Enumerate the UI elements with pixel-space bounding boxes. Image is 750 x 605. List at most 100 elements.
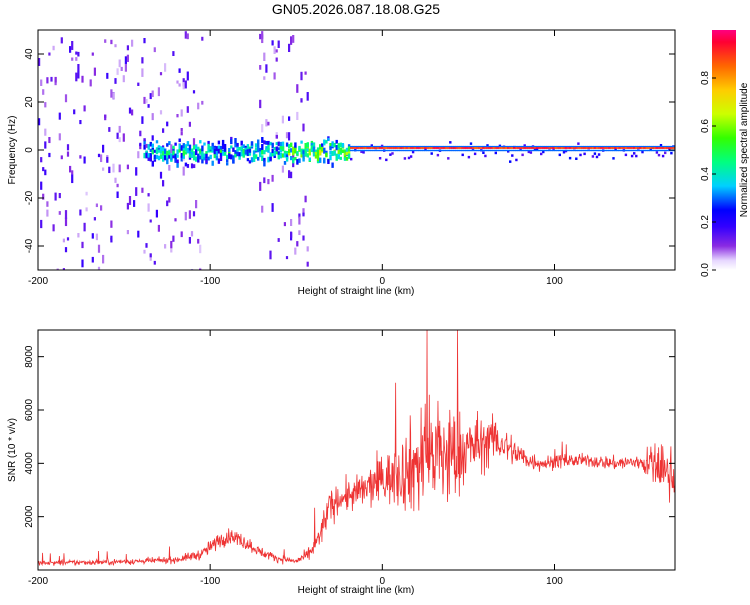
spectrogram-cell bbox=[66, 237, 70, 241]
spectrogram-cell bbox=[432, 147, 435, 149]
spectrogram-cell bbox=[228, 148, 231, 152]
spectrogram-cell bbox=[643, 149, 646, 152]
spectrogram-cell bbox=[230, 145, 233, 149]
spectrogram-cell bbox=[199, 155, 202, 160]
spectrogram-cell bbox=[395, 145, 398, 148]
spectrogram-cell bbox=[188, 144, 192, 151]
spectrogram-cell bbox=[184, 31, 187, 39]
spectrogram-cell bbox=[387, 149, 390, 152]
spectrogram-cell bbox=[139, 130, 142, 137]
spectrogram-cell bbox=[599, 145, 603, 148]
colorbar-tick-label: 0.6 bbox=[700, 119, 711, 133]
spectrogram-cell bbox=[473, 147, 477, 149]
spectrogram-cell bbox=[542, 147, 545, 149]
spectrogram-cell bbox=[66, 144, 70, 151]
spectrogram-cell bbox=[302, 208, 305, 215]
spectrogram-cell bbox=[166, 200, 169, 207]
spectrogram-cell bbox=[614, 147, 617, 149]
spectrogram-cell bbox=[159, 149, 163, 154]
spectrogram-cell bbox=[498, 144, 502, 148]
spectrogram-cell bbox=[186, 141, 190, 147]
spectrogram-cell bbox=[670, 147, 673, 149]
spectrogram-cell bbox=[329, 146, 332, 151]
spectrogram-cell bbox=[347, 150, 351, 154]
spectrogram-cell bbox=[234, 153, 237, 158]
spectrogram-cell bbox=[319, 144, 322, 150]
spectrogram-cell bbox=[112, 163, 115, 173]
spectrogram-cell bbox=[64, 210, 68, 219]
spectrogram-cell bbox=[294, 247, 297, 255]
spectrogram-cell bbox=[232, 147, 235, 152]
spectrogram-cell bbox=[197, 102, 200, 110]
spectrogram-cell bbox=[449, 149, 452, 152]
spectrogram-cell bbox=[455, 149, 458, 152]
spectrogram-cell bbox=[106, 156, 109, 163]
spectrogram-cell bbox=[46, 209, 49, 217]
spectrogram-cell bbox=[550, 149, 553, 152]
spectrogram-cell bbox=[393, 147, 396, 149]
spectrogram-cell bbox=[519, 145, 522, 148]
spectrogram-cell bbox=[236, 151, 239, 157]
spectrogram-cell bbox=[360, 145, 363, 148]
spectrogram-cell bbox=[42, 193, 45, 200]
spectrogram-cell bbox=[176, 149, 179, 155]
spectrogram-cell bbox=[370, 144, 373, 147]
spectrogram-cell bbox=[269, 141, 272, 146]
spectrogram-ytick-label: 40 bbox=[24, 48, 35, 60]
spectrogram-cell bbox=[69, 165, 72, 173]
spectrogram-xlabel: Height of straight line (km) bbox=[298, 286, 415, 297]
spectrogram-cell bbox=[190, 154, 194, 158]
spectrogram-cell bbox=[213, 152, 216, 159]
spectrogram-cell bbox=[595, 149, 599, 152]
spectrogram-cell bbox=[473, 145, 477, 148]
spectrogram-cell bbox=[219, 156, 223, 162]
spectrogram-cell bbox=[184, 144, 188, 148]
spectrogram-cell bbox=[162, 156, 165, 162]
spectrogram-cell bbox=[110, 237, 113, 243]
spectrogram-cell bbox=[192, 154, 196, 161]
spectrogram-cell bbox=[645, 145, 648, 148]
spectrogram-cell bbox=[281, 115, 284, 124]
spectrogram-xtick-label: 100 bbox=[546, 276, 563, 287]
spectrogram-cell bbox=[40, 219, 43, 229]
spectrogram-cell bbox=[331, 162, 334, 168]
spectrogram-cell bbox=[257, 156, 260, 161]
spectrogram-cell bbox=[372, 149, 376, 152]
spectrogram-cell bbox=[176, 159, 179, 164]
spectrogram-cell bbox=[133, 200, 136, 207]
spectrogram-cell bbox=[325, 152, 328, 158]
spectrogram-cell bbox=[145, 143, 148, 148]
spectrogram-cell bbox=[159, 154, 163, 159]
spectrogram-cell bbox=[296, 151, 299, 155]
spectrogram-cell bbox=[463, 145, 466, 148]
spectrogram-ytick-label: -40 bbox=[24, 238, 35, 253]
spectrogram-cell bbox=[407, 145, 411, 148]
spectrogram-cell bbox=[399, 149, 402, 152]
spectrogram-cell bbox=[374, 147, 378, 149]
spectrogram-cell bbox=[170, 249, 173, 253]
spectrogram-cell bbox=[376, 147, 380, 149]
spectrogram-cell bbox=[633, 147, 636, 149]
spectrogram-cell bbox=[46, 77, 49, 84]
spectrogram-cell bbox=[484, 149, 487, 152]
spectrogram-cell bbox=[180, 131, 183, 136]
spectrogram-cell bbox=[306, 92, 309, 101]
spectrogram-cell bbox=[465, 145, 469, 148]
spectrogram-cell bbox=[157, 145, 161, 149]
spectrogram-cell bbox=[368, 145, 371, 148]
spectrogram-cell bbox=[478, 145, 481, 148]
spectrogram-cell bbox=[533, 145, 537, 148]
spectrogram-cell bbox=[288, 132, 291, 141]
spectrogram-cell bbox=[630, 154, 634, 158]
spectrogram-cell bbox=[661, 147, 665, 149]
spectrogram-cell bbox=[48, 52, 51, 56]
spectrogram-cell bbox=[391, 149, 394, 152]
spectrogram-cell bbox=[137, 230, 140, 238]
spectrogram-cell bbox=[341, 149, 345, 154]
spectrogram-cell bbox=[85, 207, 88, 212]
spectrogram-cell bbox=[143, 152, 146, 159]
spectrogram-cell bbox=[93, 217, 96, 221]
spectrogram-cell bbox=[562, 151, 566, 154]
spectrogram-cell bbox=[277, 141, 280, 147]
